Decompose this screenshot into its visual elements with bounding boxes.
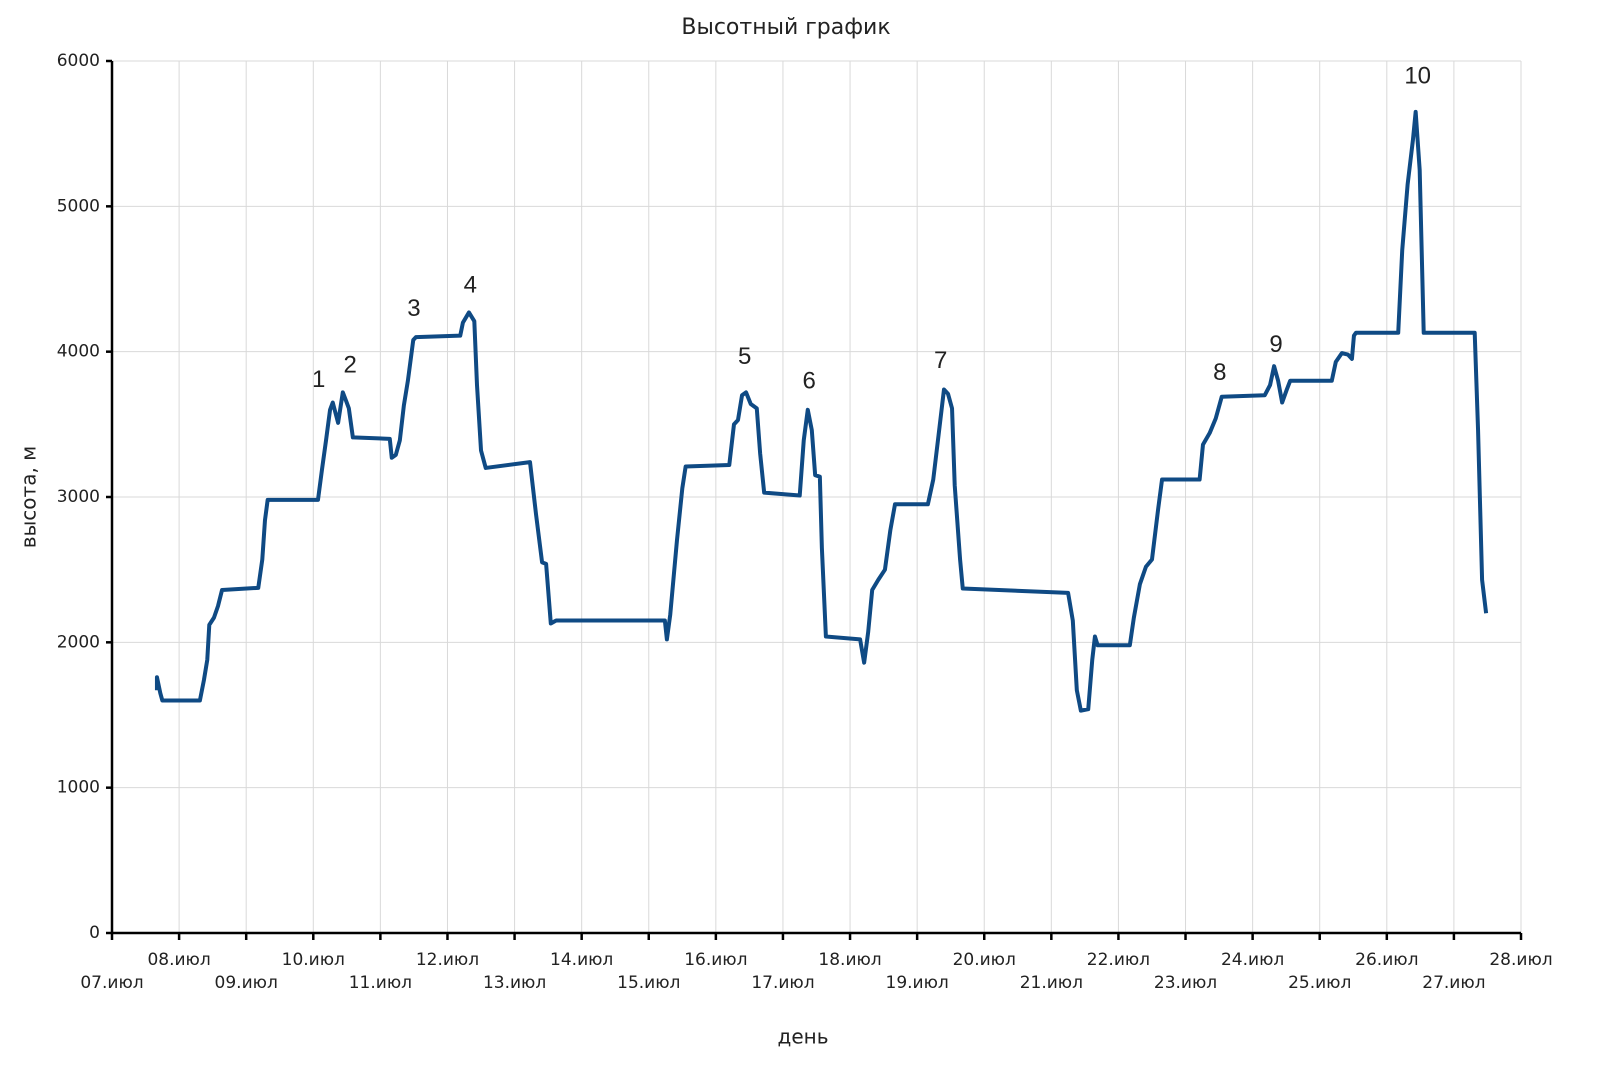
annotation: 6 bbox=[802, 368, 815, 395]
y-tick-label: 2000 bbox=[57, 632, 100, 652]
x-tick-label: 08.июл bbox=[147, 950, 210, 970]
x-tick-label: 24.июл bbox=[1221, 950, 1284, 970]
y-tick-label: 3000 bbox=[57, 487, 100, 507]
x-tick-label: 25.июл bbox=[1288, 973, 1351, 993]
y-axis-label: высота, м bbox=[17, 446, 41, 549]
x-tick-label: 14.июл bbox=[550, 950, 613, 970]
x-tick-label: 21.июл bbox=[1020, 973, 1083, 993]
x-tick-label: 18.июл bbox=[818, 950, 881, 970]
x-tick-label: 09.июл bbox=[215, 973, 278, 993]
x-tick-label: 22.июл bbox=[1087, 950, 1150, 970]
x-tick-label: 07.июл bbox=[80, 973, 143, 993]
y-tick-label: 0 bbox=[89, 923, 100, 943]
x-tick-label: 13.июл bbox=[483, 973, 546, 993]
y-tick-label: 6000 bbox=[57, 51, 100, 71]
x-tick-label: 28.июл bbox=[1489, 950, 1552, 970]
annotation: 4 bbox=[464, 272, 477, 299]
y-tick-label: 4000 bbox=[57, 342, 100, 362]
x-tick-label: 20.июл bbox=[953, 950, 1016, 970]
x-tick-label: 16.июл bbox=[684, 950, 747, 970]
annotation: 7 bbox=[934, 347, 947, 374]
annotation: 5 bbox=[738, 343, 751, 370]
annotation: 9 bbox=[1269, 331, 1282, 358]
y-tick-label: 1000 bbox=[57, 778, 100, 798]
x-tick-label: 17.июл bbox=[751, 973, 814, 993]
annotation: 1 bbox=[312, 366, 325, 393]
y-tick-label: 5000 bbox=[57, 196, 100, 216]
x-tick-label: 10.июл bbox=[282, 950, 345, 970]
x-tick-label: 27.июл bbox=[1422, 973, 1485, 993]
x-tick-label: 26.июл bbox=[1355, 950, 1418, 970]
x-tick-label: 11.июл bbox=[349, 973, 412, 993]
annotation: 10 bbox=[1404, 62, 1431, 89]
annotation: 3 bbox=[407, 295, 420, 322]
x-tick-label: 19.июл bbox=[886, 973, 949, 993]
x-tick-label: 23.июл bbox=[1154, 973, 1217, 993]
x-tick-label: 15.июл bbox=[617, 973, 680, 993]
chart-title: Высотный график bbox=[681, 15, 890, 40]
x-axis-label: день bbox=[778, 1025, 829, 1049]
x-tick-label: 12.июл bbox=[416, 950, 479, 970]
line bbox=[154, 109, 1489, 713]
annotation: 8 bbox=[1213, 359, 1226, 386]
annotation: 2 bbox=[344, 352, 357, 379]
